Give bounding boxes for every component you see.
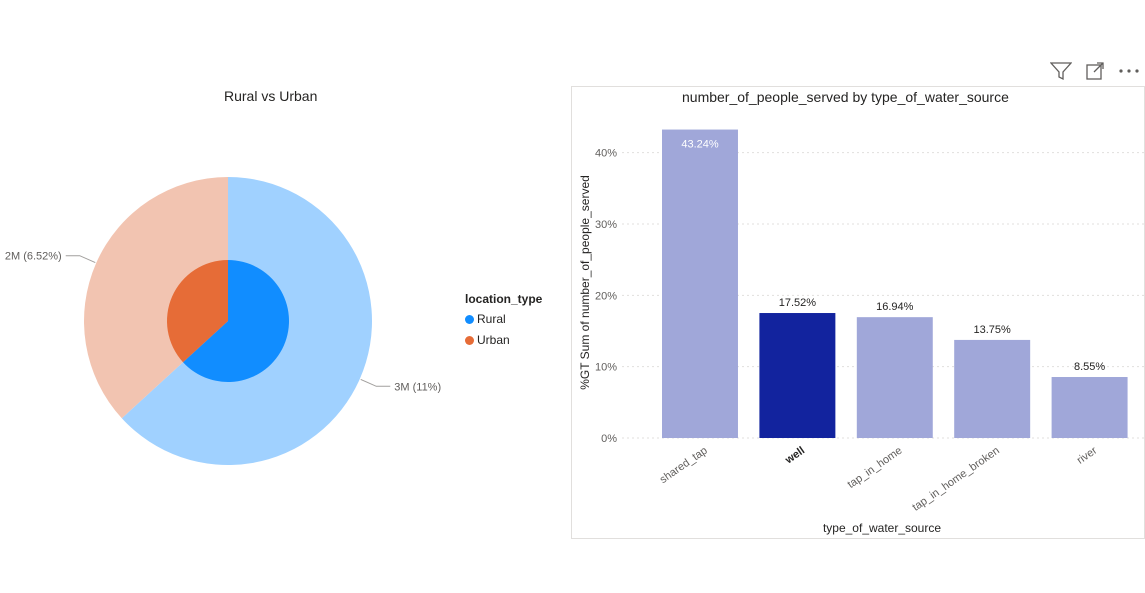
y-tick-label: 40% — [595, 148, 617, 160]
bar-data-label: 13.75% — [974, 324, 1012, 336]
legend-item-urban[interactable]: Urban — [465, 333, 542, 347]
x-tick-label: tap_in_home — [846, 445, 905, 491]
legend-title: location_type — [465, 292, 543, 306]
leader-line — [65, 255, 96, 264]
inner-slice-urban[interactable] — [167, 260, 228, 363]
y-tick-label: 30% — [595, 219, 617, 231]
bar-data-label: 43.24% — [681, 139, 719, 151]
water-source-bar-visual[interactable]: number_of_people_served by type_of_water… — [571, 86, 1145, 539]
filter-icon[interactable] — [1048, 58, 1074, 84]
bar-tap-in-home[interactable] — [856, 317, 933, 438]
bar-river[interactable] — [1051, 377, 1128, 438]
y-axis-label: %GT Sum of number_of_people_served — [578, 175, 592, 390]
x-tick-label: well — [782, 445, 807, 467]
pie-legend: location_type Rural Urban — [465, 292, 542, 354]
legend-marker-icon — [465, 335, 474, 345]
pie-chart-title: Rural vs Urban — [224, 88, 318, 104]
x-tick-label: river — [1075, 444, 1100, 466]
outer-slice-urban[interactable] — [84, 176, 229, 419]
y-tick-label: 20% — [595, 290, 617, 302]
x-tick-label: shared_tap — [658, 445, 710, 486]
y-tick-label: 0% — [601, 433, 617, 445]
x-tick-label: tap_in_home_broken — [910, 445, 1002, 514]
bar-data-label: 8.55% — [1074, 361, 1105, 373]
bar-data-label: 17.52% — [779, 297, 817, 309]
more-options-icon[interactable] — [1116, 58, 1142, 84]
rural-vs-urban-visual[interactable]: Rural vs Urban 3M (11%) 2M (6.52%) locati… — [0, 0, 560, 593]
visual-header-icons — [1040, 58, 1145, 84]
bar-chart: %GT Sum of number_of_people_served 0% 10% 2… — [578, 129, 1144, 535]
slice-data-label: 3M (11%) — [394, 381, 441, 393]
bar-tap-in-home-broken[interactable] — [954, 339, 1031, 438]
legend-marker-icon — [465, 314, 474, 324]
bar-well[interactable] — [759, 313, 836, 438]
slice-data-label: 2M (6.52%) — [5, 251, 62, 263]
bar-shared-tap[interactable] — [662, 129, 738, 438]
bar-chart-title: number_of_people_served by type_of_water… — [682, 89, 1009, 105]
focus-mode-icon[interactable] — [1082, 58, 1108, 84]
leader-line — [360, 378, 391, 387]
legend-label: Urban — [477, 333, 510, 347]
legend-item-rural[interactable]: Rural — [465, 312, 542, 326]
inner-slice-rural[interactable] — [183, 260, 289, 382]
pie-chart: 3M (11%) 2M (6.52%) — [5, 176, 441, 465]
x-axis-label: type_of_water_source — [823, 521, 941, 535]
legend-label: Rural — [477, 312, 506, 326]
y-tick-label: 10% — [595, 362, 617, 374]
bar-data-label: 16.94% — [876, 301, 914, 313]
